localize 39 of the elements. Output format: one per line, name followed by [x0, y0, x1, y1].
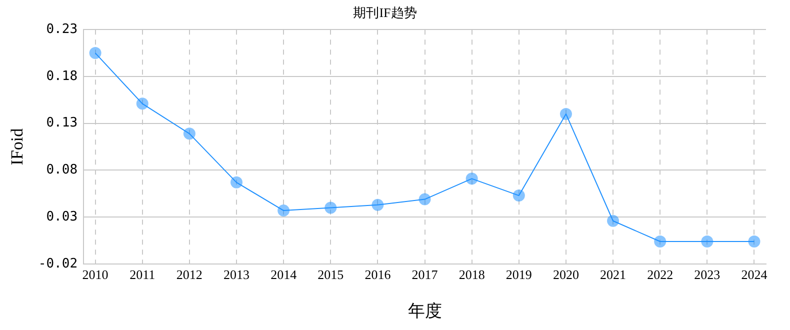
- point: [466, 172, 478, 185]
- x-tick-label: 2010: [82, 267, 108, 282]
- y-tick-label: 0.08: [46, 162, 78, 178]
- x-tick-label: 2011: [130, 267, 156, 282]
- point: [183, 128, 196, 140]
- point: [89, 47, 102, 60]
- x-tick-label: 2023: [694, 267, 720, 282]
- x-tick-label: 2015: [318, 267, 344, 282]
- point: [278, 204, 290, 217]
- point: [607, 214, 620, 227]
- y-tick-label: 0.23: [46, 22, 78, 37]
- x-tick-label: 2021: [600, 267, 626, 282]
- x-tick-label: 2019: [506, 267, 532, 282]
- point: [418, 193, 431, 206]
- point: [748, 236, 760, 248]
- x-axis-title: 年度: [408, 301, 442, 320]
- point: [372, 198, 384, 211]
- point: [230, 176, 242, 188]
- point: [512, 190, 525, 202]
- x-tick-label: 2013: [224, 267, 250, 282]
- point: [560, 108, 572, 120]
- x-tick-label: 2012: [176, 267, 202, 282]
- x-tick-label: 2018: [458, 267, 485, 282]
- point: [701, 236, 714, 248]
- y-tick-label: 0.03: [46, 209, 78, 224]
- chart-title: 期刊IF趋势: [353, 5, 417, 20]
- x-tick-label: 2020: [552, 267, 579, 282]
- x-tick-label: 2024: [741, 267, 768, 282]
- y-tick-label: -0.02: [38, 256, 78, 272]
- point: [136, 98, 148, 110]
- point: [654, 236, 666, 248]
- y-axis-title: IFoid: [8, 128, 27, 166]
- y-tick-label: 0.18: [46, 68, 78, 84]
- x-tick-label: 2017: [412, 267, 438, 282]
- x-tick-label: 2016: [364, 267, 392, 282]
- y-tick-label: 0.13: [46, 116, 78, 131]
- point: [324, 202, 337, 214]
- x-tick-label: 2022: [647, 267, 674, 282]
- x-tick-label: 2014: [270, 267, 298, 282]
